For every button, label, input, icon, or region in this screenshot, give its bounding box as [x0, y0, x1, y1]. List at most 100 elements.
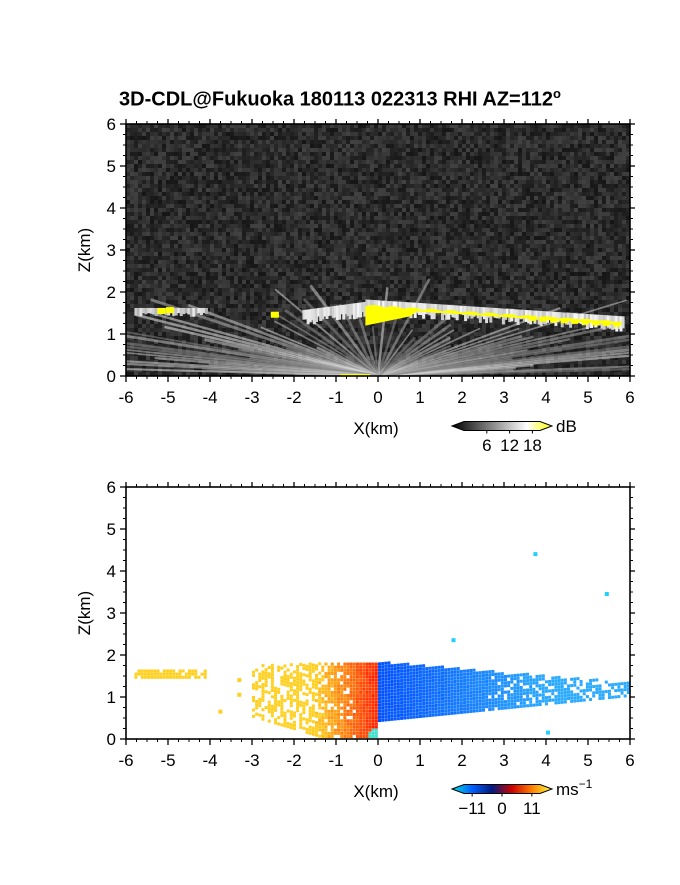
- noise-pixel: [246, 196, 250, 200]
- noise-pixel: [430, 240, 434, 244]
- noise-pixel: [494, 132, 498, 136]
- noise-pixel: [238, 224, 242, 228]
- noise-pixel: [234, 168, 238, 172]
- noise-pixel: [562, 232, 566, 236]
- noise-pixel: [238, 272, 242, 276]
- noise-pixel: [386, 260, 390, 264]
- noise-pixel: [206, 260, 210, 264]
- noise-pixel: [334, 132, 338, 136]
- noise-pixel: [614, 164, 618, 168]
- noise-pixel: [338, 152, 342, 156]
- noise-pixel: [394, 272, 398, 276]
- noise-pixel: [194, 208, 198, 212]
- noise-pixel: [214, 168, 218, 172]
- noise-pixel: [374, 256, 378, 260]
- noise-pixel: [526, 252, 530, 256]
- noise-pixel: [162, 256, 166, 260]
- noise-pixel: [558, 276, 562, 280]
- noise-pixel: [446, 264, 450, 268]
- noise-pixel: [362, 136, 366, 140]
- noise-pixel: [218, 140, 222, 144]
- noise-pixel: [178, 228, 182, 232]
- noise-pixel: [602, 160, 606, 164]
- noise-pixel: [566, 248, 570, 252]
- noise-pixel: [178, 164, 182, 168]
- noise-pixel: [186, 228, 190, 232]
- noise-pixel: [222, 224, 226, 228]
- noise-pixel: [398, 176, 402, 180]
- noise-pixel: [362, 228, 366, 232]
- noise-pixel: [150, 260, 154, 264]
- noise-pixel: [202, 204, 206, 208]
- noise-pixel: [230, 240, 234, 244]
- noise-pixel: [282, 240, 286, 244]
- noise-pixel: [266, 228, 270, 232]
- noise-pixel: [350, 268, 354, 272]
- noise-pixel: [570, 220, 574, 224]
- noise-pixel: [438, 268, 442, 272]
- noise-pixel: [338, 168, 342, 172]
- noise-pixel: [150, 220, 154, 224]
- noise-pixel: [370, 172, 374, 176]
- noise-pixel: [478, 200, 482, 204]
- noise-pixel: [166, 132, 170, 136]
- noise-pixel: [530, 200, 534, 204]
- noise-pixel: [626, 160, 630, 164]
- noise-pixel: [186, 168, 190, 172]
- noise-pixel: [526, 268, 530, 272]
- noise-pixel: [286, 184, 290, 188]
- noise-pixel: [174, 264, 178, 268]
- noise-pixel: [170, 232, 174, 236]
- noise-pixel: [594, 192, 598, 196]
- noise-pixel: [354, 192, 358, 196]
- noise-pixel: [238, 196, 242, 200]
- noise-pixel: [182, 172, 186, 176]
- noise-pixel: [290, 184, 294, 188]
- noise-pixel: [334, 140, 338, 144]
- noise-pixel: [134, 132, 138, 136]
- noise-pixel: [498, 124, 502, 128]
- noise-pixel: [586, 196, 590, 200]
- noise-pixel: [418, 280, 422, 284]
- noise-pixel: [510, 132, 514, 136]
- noise-pixel: [206, 144, 210, 148]
- noise-pixel: [530, 240, 534, 244]
- noise-pixel: [318, 192, 322, 196]
- noise-pixel: [386, 268, 390, 272]
- noise-pixel: [290, 148, 294, 152]
- noise-pixel: [322, 236, 326, 240]
- noise-pixel: [262, 232, 266, 236]
- noise-pixel: [574, 140, 578, 144]
- noise-pixel: [514, 240, 518, 244]
- noise-pixel: [462, 228, 466, 232]
- noise-pixel: [146, 252, 150, 256]
- noise-pixel: [398, 220, 402, 224]
- noise-pixel: [386, 244, 390, 248]
- noise-pixel: [510, 148, 514, 152]
- noise-pixel: [226, 152, 230, 156]
- noise-pixel: [418, 260, 422, 264]
- noise-pixel: [618, 264, 622, 268]
- noise-pixel: [198, 256, 202, 260]
- noise-pixel: [418, 248, 422, 252]
- noise-pixel: [286, 192, 290, 196]
- noise-pixel: [482, 136, 486, 140]
- noise-pixel: [566, 232, 570, 236]
- noise-pixel: [346, 180, 350, 184]
- noise-pixel: [454, 128, 458, 132]
- noise-pixel: [330, 256, 334, 260]
- noise-pixel: [134, 168, 138, 172]
- noise-pixel: [342, 220, 346, 224]
- noise-pixel: [438, 204, 442, 208]
- noise-pixel: [410, 128, 414, 132]
- noise-pixel: [182, 268, 186, 272]
- noise-pixel: [426, 188, 430, 192]
- noise-pixel: [406, 200, 410, 204]
- noise-pixel: [262, 160, 266, 164]
- noise-pixel: [622, 264, 626, 268]
- noise-pixel: [194, 260, 198, 264]
- noise-pixel: [534, 176, 538, 180]
- noise-pixel: [558, 184, 562, 188]
- noise-pixel: [186, 216, 190, 220]
- noise-pixel: [366, 184, 370, 188]
